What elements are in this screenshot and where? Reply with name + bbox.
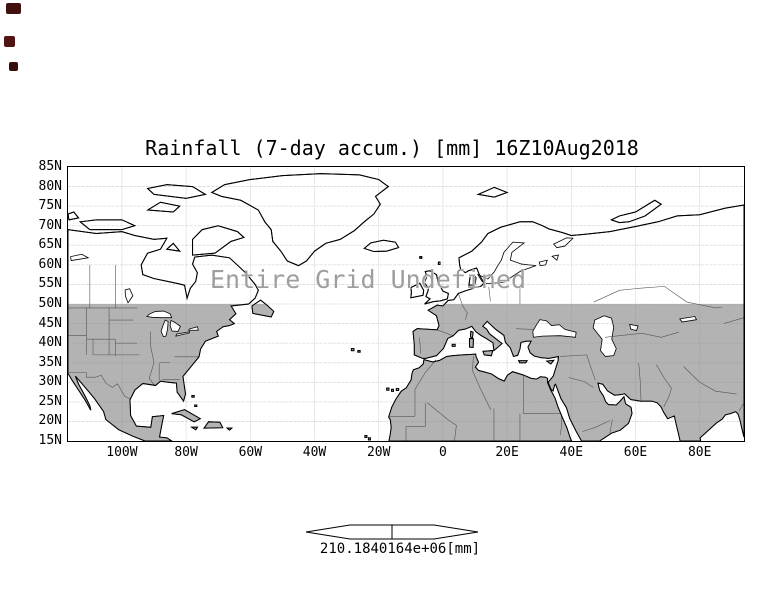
grid-undefined-message: Entire Grid Undefined	[209, 265, 527, 294]
screen-artifact-3	[9, 62, 18, 71]
lon-tick-label: 80W	[174, 445, 198, 460]
screen-artifact-2	[4, 36, 15, 47]
political-borders	[68, 265, 744, 441]
lat-tick-label: 20N	[38, 413, 62, 429]
lon-tick-label: 20W	[366, 445, 391, 460]
lat-tick-label: 30N	[38, 374, 62, 390]
lat-tick-label: 50N	[38, 296, 62, 311]
lat-tick-label: 85N	[38, 159, 62, 174]
colorbar-value-label: 210.1840164e+06	[319, 541, 447, 557]
colorbar-labels: 210.1840164e+06[mm]	[280, 541, 520, 557]
inland-seas-and-lakes	[71, 238, 697, 357]
plot-title: Rainfall (7-day accum.) [mm] 16Z10Aug201…	[145, 136, 639, 160]
lat-tick-label: 70N	[38, 217, 62, 233]
lat-tick-label: 55N	[38, 276, 62, 292]
lat-tick-label: 40N	[38, 335, 62, 351]
lat-tick-label: 65N	[38, 237, 62, 253]
screen-artifact-1	[6, 3, 21, 14]
lon-tick-label: 40E	[559, 445, 584, 460]
world-map	[68, 167, 744, 441]
lat-tick-label: 25N	[38, 393, 62, 409]
lat-tick-label: 45N	[38, 315, 62, 331]
lon-tick-label: 60W	[238, 445, 263, 460]
undefined-shading-region	[68, 304, 744, 441]
lat-tick-label: 15N	[38, 433, 62, 448]
lon-tick-label: 80E	[687, 445, 712, 460]
lon-tick-label: 60E	[623, 445, 648, 460]
lon-tick-label: 40W	[302, 445, 327, 460]
lat-tick-label: 35N	[38, 354, 62, 370]
lat-tick-label: 60N	[38, 256, 62, 272]
lat-tick-label: 75N	[38, 198, 62, 214]
lon-tick-label: 100W	[106, 445, 138, 460]
lat-tick-label: 80N	[38, 178, 62, 194]
lon-tick-label: 20E	[495, 445, 519, 460]
lon-tick-label: 0	[438, 445, 447, 460]
colorbar-units-label: [mm]	[446, 541, 481, 557]
colorbar	[305, 524, 479, 540]
map-frame: Entire Grid Undefined	[67, 166, 745, 442]
